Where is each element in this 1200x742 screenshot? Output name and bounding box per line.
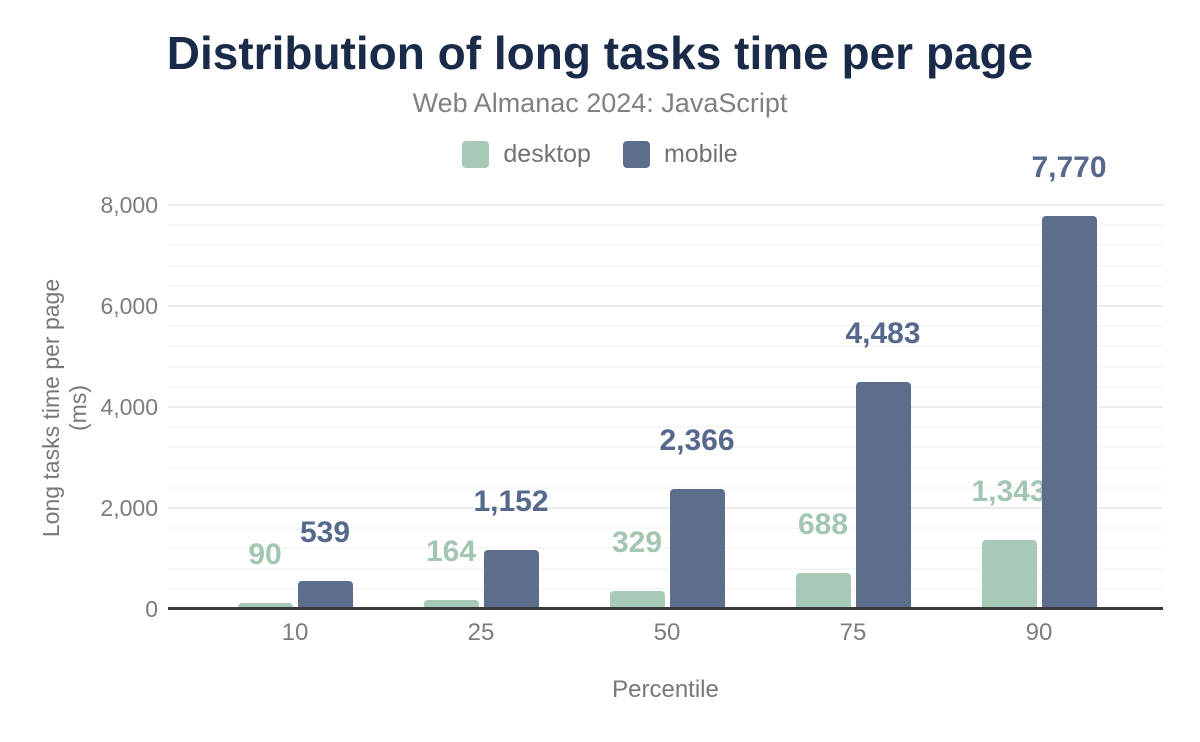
minor-gridline <box>168 426 1163 428</box>
major-gridline <box>168 204 1163 206</box>
minor-gridline <box>168 487 1163 489</box>
major-gridline <box>168 507 1163 509</box>
minor-gridline <box>168 547 1163 549</box>
minor-gridline <box>168 285 1163 287</box>
minor-gridline <box>168 224 1163 226</box>
mobile-bar-p50 <box>669 489 725 608</box>
y-tick-label: 2,000 <box>100 495 158 521</box>
desktop-bar-p75 <box>795 573 851 608</box>
desktop-value-label-p10: 90 <box>248 538 282 571</box>
chart-title: Distribution of long tasks time per page <box>166 27 1034 79</box>
x-tick-label-90: 90 <box>1025 619 1053 646</box>
minor-gridline <box>168 568 1163 570</box>
desktop-bar-p50 <box>609 591 665 608</box>
y-tick-label: 6,000 <box>100 293 158 319</box>
y-tick-label: 8,000 <box>100 192 158 218</box>
desktop-value-label-p25: 164 <box>425 535 477 568</box>
mobile-value-label-p10: 539 <box>299 516 351 549</box>
legend: desktop mobile <box>0 140 1200 169</box>
minor-gridline <box>168 244 1163 246</box>
mobile-legend-label: mobile <box>663 140 738 168</box>
y-tick-label: 0 <box>145 596 158 622</box>
mobile-bar-p10 <box>297 581 353 608</box>
desktop-value-label-p50: 329 <box>611 526 663 559</box>
desktop-legend-label: desktop <box>503 140 591 168</box>
minor-gridline <box>168 325 1163 327</box>
desktop-legend-swatch <box>462 141 490 168</box>
x-axis-line <box>168 607 1163 610</box>
minor-gridline <box>168 588 1163 590</box>
plot-area: 90 164 329 688 1,343 539 1,152 2,366 4,483 7,770 <box>168 153 1163 610</box>
mobile-value-label-p75: 4,483 <box>845 317 921 350</box>
major-gridline <box>168 406 1163 408</box>
desktop-bar-p10 <box>237 603 293 608</box>
mobile-bar-p90 <box>1041 216 1097 608</box>
x-axis-title: Percentile <box>612 676 719 703</box>
mobile-bar-p25 <box>483 550 539 608</box>
major-gridline <box>168 305 1163 307</box>
mobile-value-label-p25: 1,152 <box>473 485 549 518</box>
minor-gridline <box>168 265 1163 267</box>
mobile-value-label-p90: 7,770 <box>1031 151 1107 184</box>
x-tick-label-75: 75 <box>839 619 867 646</box>
desktop-bar-p90 <box>981 540 1037 608</box>
desktop-value-label-p75: 688 <box>797 508 849 541</box>
desktop-bar-p25 <box>423 600 479 608</box>
mobile-legend-swatch <box>622 141 650 168</box>
minor-gridline <box>168 446 1163 448</box>
mobile-bar-p75 <box>855 382 911 608</box>
y-tick-label: 4,000 <box>100 394 158 420</box>
minor-gridline <box>168 527 1163 529</box>
x-tick-label-10: 10 <box>281 619 309 646</box>
minor-gridline <box>168 366 1163 368</box>
legend-item-desktop: desktop <box>462 140 591 169</box>
x-tick-label-50: 50 <box>653 619 681 646</box>
minor-gridline <box>168 386 1163 388</box>
legend-item-mobile: mobile <box>622 140 738 169</box>
x-tick-label-25: 25 <box>467 619 495 646</box>
minor-gridline <box>168 345 1163 347</box>
desktop-value-label-p90: 1,343 <box>971 475 1047 508</box>
mobile-value-label-p50: 2,366 <box>659 424 735 457</box>
chart-subtitle: Web Almanac 2024: JavaScript <box>412 88 788 118</box>
minor-gridline <box>168 467 1163 469</box>
